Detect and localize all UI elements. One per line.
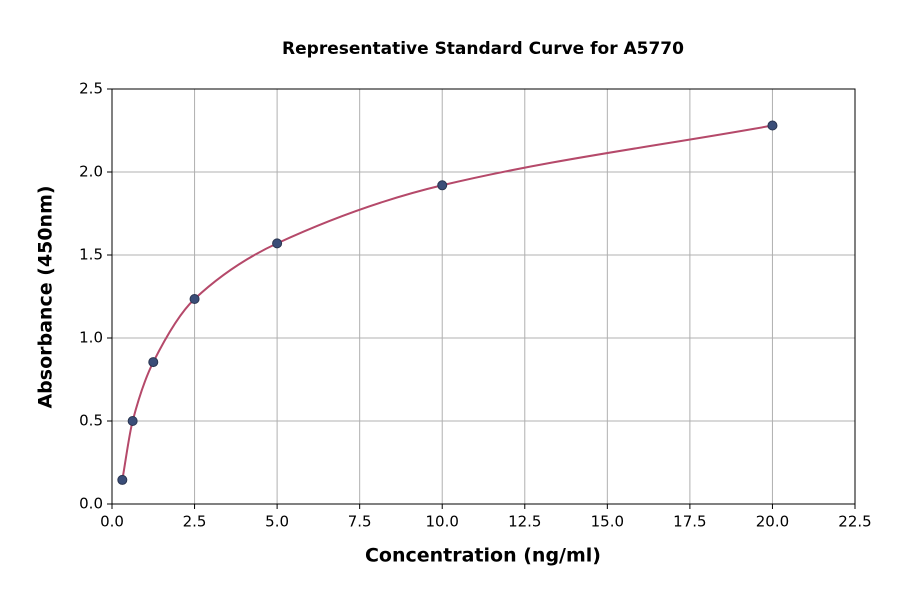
- x-tick-label: 12.5: [508, 513, 541, 531]
- x-tick-label: 15.0: [591, 513, 624, 531]
- plot-frame: [111, 88, 856, 505]
- x-axis-label: Concentration (ng/ml): [365, 545, 601, 567]
- data-point: [437, 180, 448, 191]
- data-point: [127, 416, 138, 426]
- x-tick-label: 5.0: [265, 513, 289, 531]
- y-tick-label: 2.5: [79, 80, 103, 98]
- x-tick-label: 0.0: [100, 513, 124, 531]
- y-tick-label: 1.0: [79, 329, 103, 347]
- y-tick-label: 2.0: [79, 163, 103, 181]
- data-point: [767, 120, 778, 131]
- data-point: [272, 238, 283, 249]
- x-tick-label: 22.5: [838, 513, 871, 531]
- y-tick-label: 0.0: [79, 495, 103, 513]
- x-tick-label: 2.5: [183, 513, 207, 531]
- y-axis-label: Absorbance (450nm): [35, 185, 57, 408]
- data-point: [189, 293, 200, 304]
- x-tick-label: 7.5: [348, 513, 372, 531]
- chart-title: Representative Standard Curve for A5770: [282, 39, 684, 59]
- y-tick-label: 0.5: [79, 412, 103, 430]
- data-point: [117, 474, 128, 485]
- x-tick-label: 10.0: [426, 513, 459, 531]
- fit-curve: [121, 124, 773, 481]
- x-tick-label: 17.5: [673, 513, 706, 531]
- x-tick-label: 20.0: [756, 513, 789, 531]
- data-point: [148, 357, 159, 368]
- y-tick-label: 1.5: [79, 246, 103, 264]
